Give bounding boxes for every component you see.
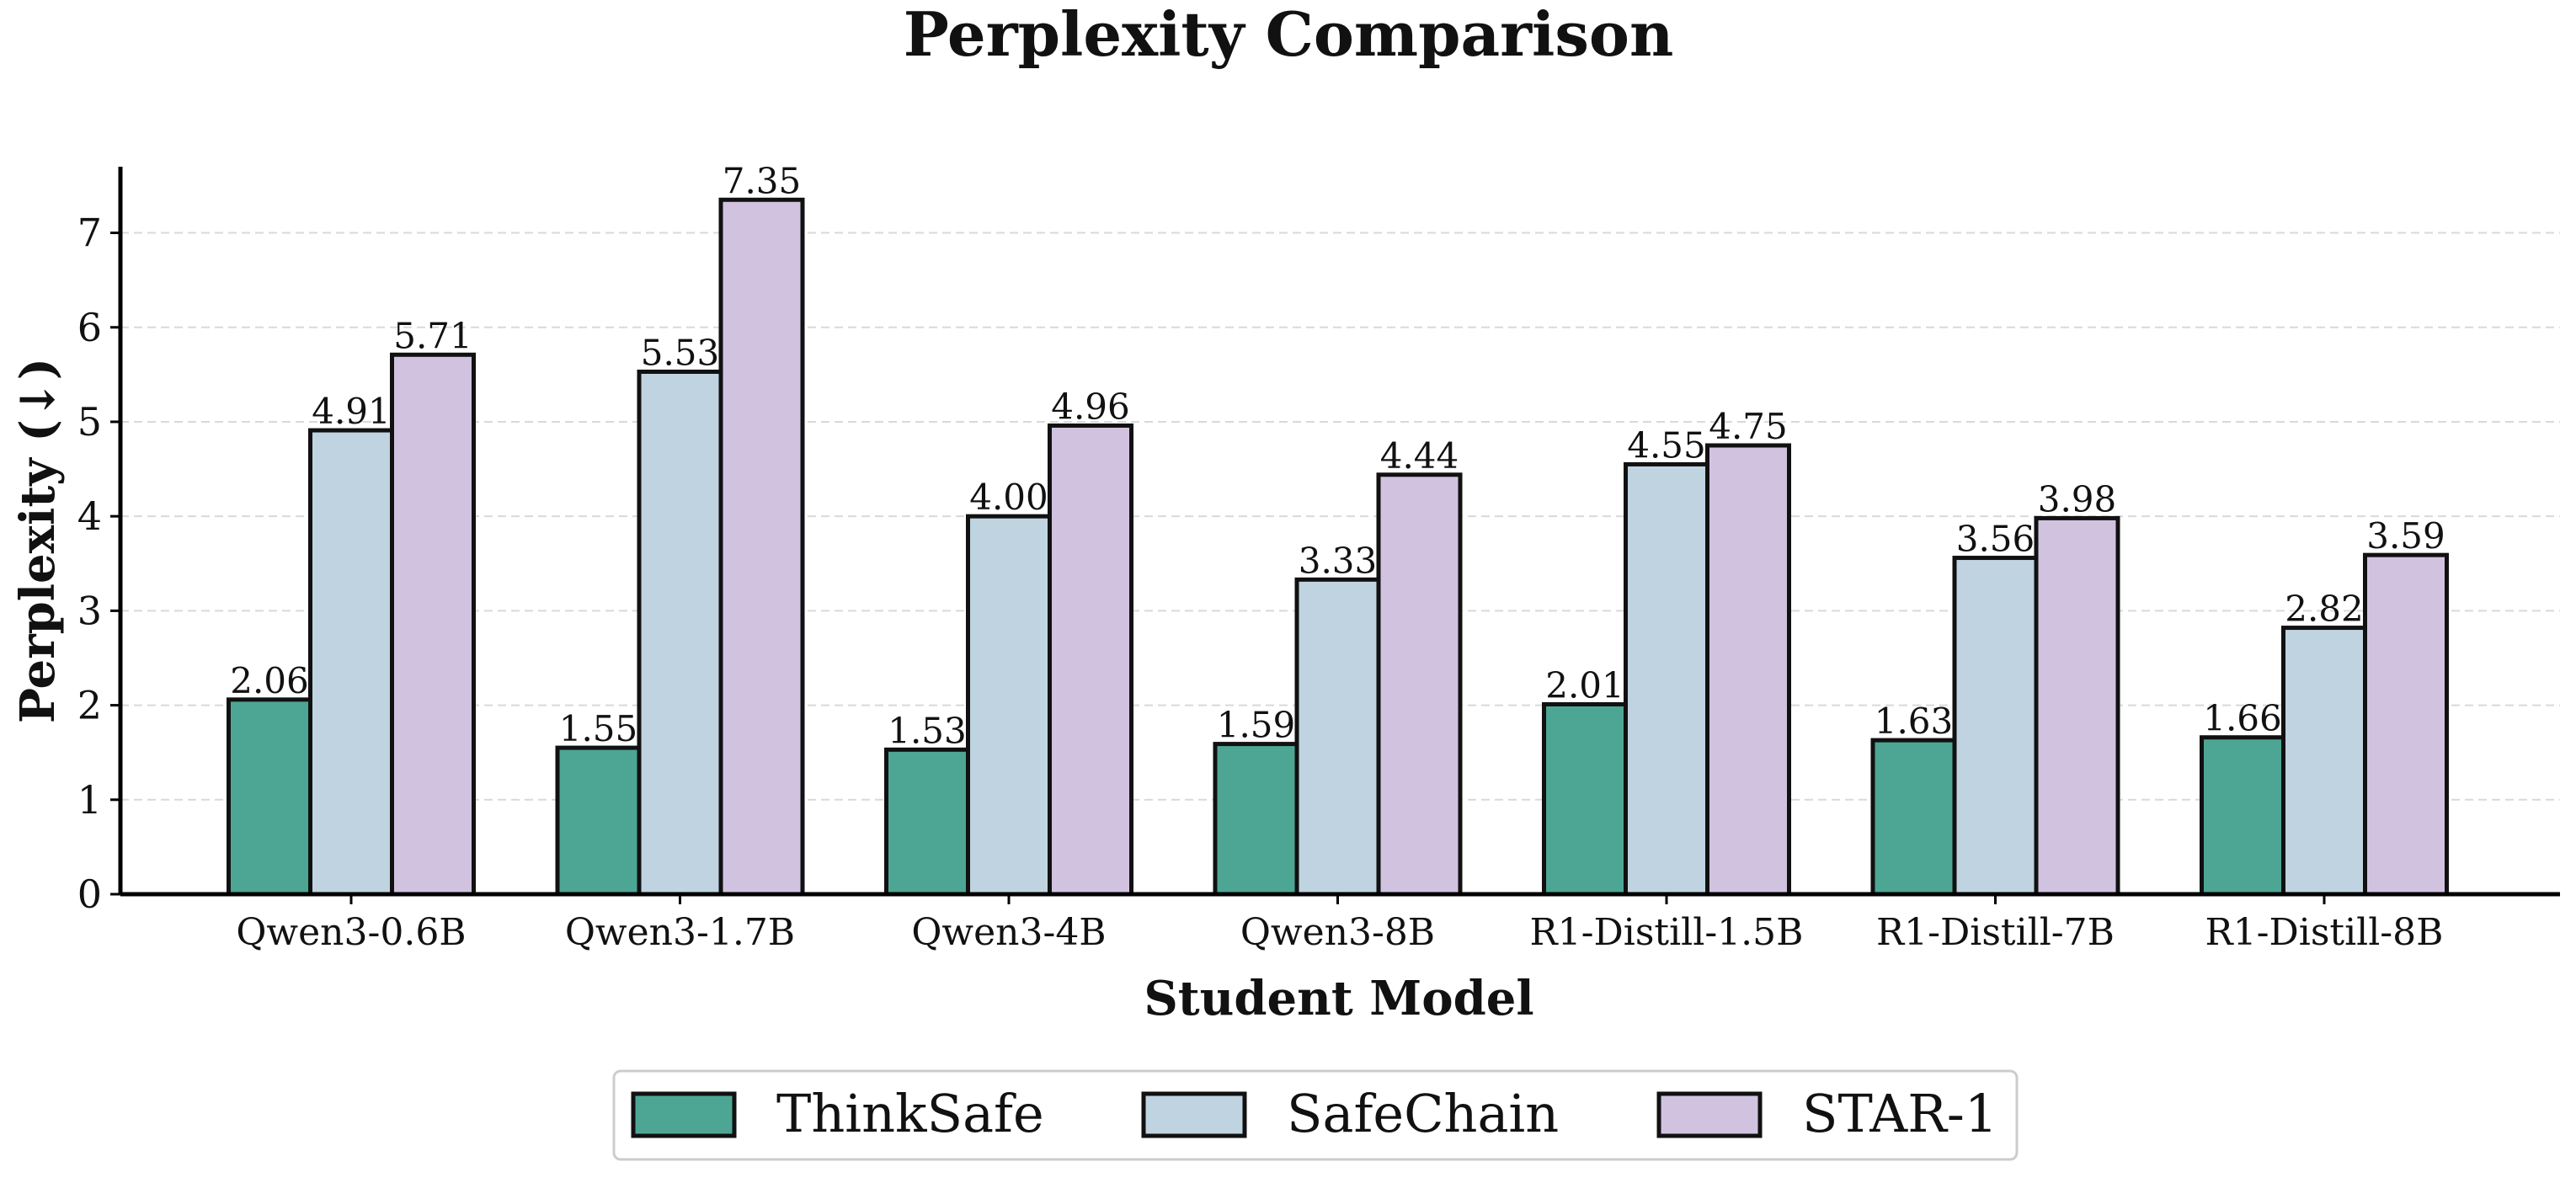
bar-value-label: 4.91 [312,391,391,432]
y-tick-labels: 0 1 2 3 4 5 6 7 [77,210,102,917]
bar-value-label: 4.44 [1380,435,1459,477]
x-tick-label: Qwen3-0.6B [236,911,466,954]
x-tick-label: Qwen3-4B [911,911,1106,954]
bar-value-label: 1.53 [888,710,967,751]
bar-star-1 [2363,552,2449,897]
bar-star-1 [390,352,476,897]
y-tick-label: 7 [77,210,102,256]
bar-value-label: 3.98 [2038,478,2117,520]
legend-label: STAR-1 [1802,1083,1997,1144]
bar-star-1 [1376,472,1463,897]
bar-thinksafe [1870,738,1957,897]
bar-safechain [966,514,1052,897]
bar-thinksafe [1542,701,1628,897]
y-tick-label: 5 [77,399,102,445]
legend-label: SafeChain [1287,1083,1559,1144]
bar-value-label: 5.53 [641,332,720,373]
y-tick-label: 0 [77,871,102,917]
bar-safechain [2281,626,2367,897]
bar-safechain [1952,556,2039,897]
bar-value-label: 3.56 [1956,519,2035,560]
bar-value-label: 1.66 [2203,698,2282,739]
chart-title: Perplexity Comparison [904,0,1674,70]
x-tick-label: Qwen3-1.7B [565,911,795,954]
bar-safechain [1294,577,1381,897]
y-tick-label: 6 [77,305,102,350]
y-tick-label: 3 [77,588,102,633]
legend-swatch [1141,1091,1247,1138]
legend-swatch [631,1091,737,1138]
bar-value-label: 7.35 [723,160,802,201]
y-tick-label: 1 [77,777,102,823]
bar-value-label: 2.01 [1545,664,1624,706]
bar-thinksafe [2200,735,2285,897]
bar-star-1 [1048,423,1133,897]
bar-value-label: 1.63 [1875,701,1954,742]
bar-thinksafe [227,697,312,897]
x-tick-label: R1-Distill-1.5B [1530,911,1804,954]
bar-value-label: 2.06 [230,660,309,701]
bar-value-label: 4.00 [969,477,1048,518]
bar-safechain [1624,461,1709,897]
bar-star-1 [2034,515,2120,897]
x-axis-label: Student Model [1144,971,1533,1026]
bar-star-1 [1705,443,1791,897]
bar-star-1 [718,197,805,897]
bar-value-label: 2.82 [2285,589,2364,630]
bar-thinksafe [555,745,642,897]
bar-value-label: 1.55 [559,708,638,749]
bar-value-label: 5.71 [393,315,472,356]
y-tick-label: 2 [77,683,102,728]
axes [110,167,2560,904]
bar-value-label: 3.33 [1299,540,1378,581]
bar-value-label: 4.75 [1709,406,1788,447]
x-tick-label: R1-Distill-7B [1876,911,2115,954]
bar-safechain [308,428,394,897]
bar-value-label: 4.96 [1051,386,1130,427]
x-tick-label: R1-Distill-8B [2205,911,2443,954]
y-axis-label: Perplexity (↓) [10,358,66,723]
x-tick-labels: Qwen3-0.6B Qwen3-1.7B Qwen3-4B Qwen3-8B R1-D… [236,911,2443,954]
legend-label: ThinkSafe [776,1083,1044,1144]
x-tick-label: Qwen3-8B [1240,911,1435,954]
legend-swatch [1656,1091,1763,1138]
bar-value-label: 4.55 [1627,424,1706,466]
legend: ThinkSafe SafeChain STAR-1 [612,1069,2019,1161]
bars [227,197,2449,897]
y-tick-label: 4 [77,493,102,539]
data-labels: 2.06 4.915.71 1.55 5.53 7.35 1.53 4.00 4.96 1.59… [230,160,2445,751]
bar-thinksafe [884,747,970,897]
bar-thinksafe [1213,742,1299,897]
bar-safechain [637,369,723,897]
bar-value-label: 1.59 [1217,705,1296,746]
bar-value-label: 3.59 [2366,515,2445,557]
